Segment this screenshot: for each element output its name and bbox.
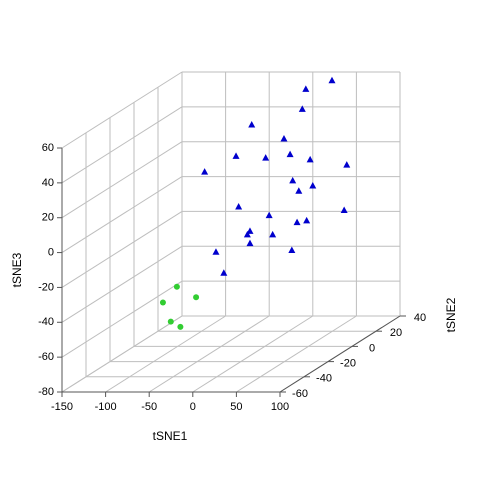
- y-tick-label: -40: [316, 373, 332, 385]
- point: [298, 105, 306, 112]
- point: [232, 152, 240, 159]
- x-tick-label: 50: [230, 401, 242, 413]
- point: [212, 248, 220, 255]
- point: [280, 135, 288, 142]
- point: [269, 230, 277, 238]
- point: [306, 155, 314, 163]
- grid-line: [61, 315, 183, 393]
- point: [243, 230, 251, 238]
- z-axis-label: tSNE3: [10, 252, 24, 287]
- point: [289, 176, 297, 184]
- x-tick-label: -150: [51, 401, 73, 413]
- z-tick-label: -60: [38, 351, 54, 363]
- point: [302, 85, 310, 92]
- grid-line: [61, 106, 183, 184]
- grid-line: [236, 315, 357, 393]
- point: [328, 76, 336, 84]
- grid-line: [61, 280, 183, 358]
- z-tick-label: 40: [42, 177, 54, 189]
- grid-line: [61, 71, 183, 149]
- point: [303, 216, 311, 224]
- point: [309, 182, 317, 189]
- y-tick-label: 20: [390, 327, 402, 339]
- y-tick-label: 0: [369, 342, 375, 354]
- y-tick-label: 40: [414, 312, 426, 324]
- point: [288, 246, 296, 254]
- grid-line: [61, 176, 183, 253]
- point: [167, 318, 174, 325]
- point: [265, 211, 273, 219]
- point: [246, 239, 254, 247]
- point: [295, 187, 303, 194]
- grid-line: [192, 315, 314, 393]
- y-axis-line: [279, 315, 401, 393]
- point: [262, 154, 270, 161]
- y-tick-label: -60: [292, 388, 308, 400]
- point: [193, 294, 200, 301]
- point: [177, 323, 184, 330]
- point: [286, 150, 294, 158]
- x-tick-label: 100: [271, 401, 289, 413]
- grid-line: [61, 245, 183, 323]
- z-tick-label: 0: [48, 246, 54, 258]
- point: [220, 269, 228, 276]
- y-tick-label: -20: [340, 358, 356, 370]
- z-tick-label: 20: [42, 212, 54, 224]
- x-axis-label: tSNE1: [153, 429, 188, 443]
- grid-line: [61, 211, 183, 288]
- grid-line: [105, 315, 226, 393]
- point: [343, 161, 351, 168]
- point: [201, 168, 209, 175]
- x-tick-label: -50: [141, 401, 157, 413]
- z-tick-label: -20: [38, 281, 54, 293]
- grid-line: [148, 315, 270, 393]
- x-tick-label: -100: [95, 401, 117, 413]
- point: [173, 283, 180, 290]
- point: [293, 218, 301, 226]
- x-tick-label: 0: [190, 401, 196, 413]
- grid-line: [61, 141, 183, 219]
- point: [235, 202, 243, 210]
- z-tick-label: 60: [42, 142, 54, 154]
- point: [248, 121, 256, 128]
- z-tick-label: -40: [38, 316, 54, 328]
- point: [340, 206, 348, 213]
- y-axis-label: tSNE2: [444, 297, 458, 332]
- point: [159, 299, 166, 306]
- point: [246, 227, 254, 234]
- z-tick-label: -80: [38, 386, 54, 398]
